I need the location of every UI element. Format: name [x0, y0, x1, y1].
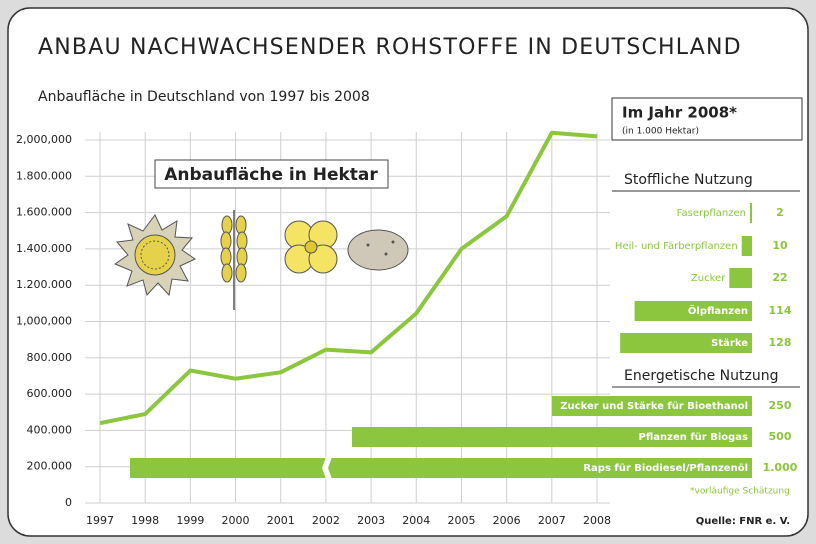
bar-label: Stärke [711, 338, 748, 349]
bar-label: Zucker und Stärke für Bioethanol [560, 401, 748, 412]
value-label: 2 [776, 206, 784, 219]
x-tick-label: 2006 [493, 514, 521, 527]
y-tick-label: 600.000 [27, 387, 73, 400]
value-label: 250 [769, 399, 792, 412]
annotation: Anbaufläche in Hektar [164, 165, 378, 185]
y-tick-label: 1.600.000 [16, 206, 72, 219]
y-tick-label: 400.000 [27, 423, 73, 436]
value-label: 10 [772, 239, 788, 252]
x-tick-label: 2003 [357, 514, 385, 527]
x-tick-label: 2008 [583, 514, 611, 527]
bar-label: Zucker [691, 273, 726, 284]
value-label: 114 [769, 304, 792, 317]
chart-subtitle: Anbaufläche in Deutschland von 1997 bis … [38, 89, 370, 105]
value-label: 22 [772, 271, 787, 284]
x-tick-label: 2007 [538, 514, 566, 527]
bar-label: Ölpflanzen [688, 303, 748, 317]
bar-label: Raps für Biodiesel/Pflanzenöl [583, 463, 748, 474]
chart: ANBAU NACHWACHSENDER ROHSTOFFE IN DEUTSC… [0, 0, 816, 544]
y-tick-label: 2,000,000 [16, 133, 72, 146]
y-tick-label: 1.400.000 [16, 242, 72, 255]
value-label: 500 [769, 430, 792, 443]
group-title: Energetische Nutzung [624, 368, 778, 384]
x-tick-label: 1997 [86, 514, 114, 527]
bar [742, 236, 752, 256]
source: Quelle: FNR e. V. [696, 516, 790, 527]
x-tick-label: 2005 [447, 514, 475, 527]
footnote: *vorläufige Schätzung [690, 487, 790, 497]
bar-label: Pflanzen für Biogas [639, 432, 749, 443]
bar [750, 203, 752, 223]
y-tick-label: 1,000,000 [16, 315, 72, 328]
value-label: 1.000 [763, 461, 798, 474]
bar-label: Faserpflanzen [677, 208, 746, 219]
x-tick-label: 2000 [222, 514, 250, 527]
x-tick-label: 1999 [176, 514, 204, 527]
y-tick-label: 1.800.000 [16, 169, 72, 182]
potato-icon [348, 230, 408, 270]
value-label: 128 [769, 336, 792, 349]
inset-subtitle: (in 1.000 Hektar) [622, 127, 699, 137]
bar-label: Heil- und Färberpflanzen [615, 241, 738, 252]
rapeseed-icon [285, 221, 337, 273]
y-tick-label: 0 [65, 496, 72, 509]
inset-title: Im Jahr 2008* [622, 104, 737, 122]
panel [8, 8, 808, 536]
x-tick-label: 2001 [267, 514, 295, 527]
y-tick-label: 800.000 [27, 351, 73, 364]
bar [729, 268, 752, 288]
y-tick-label: 1.200.000 [16, 278, 72, 291]
x-tick-label: 2004 [402, 514, 430, 527]
x-tick-label: 2002 [312, 514, 340, 527]
y-tick-label: 200.000 [27, 460, 73, 473]
chart-title: ANBAU NACHWACHSENDER ROHSTOFFE IN DEUTSC… [38, 35, 742, 60]
x-tick-label: 1998 [131, 514, 159, 527]
group-title: Stoffliche Nutzung [624, 172, 753, 188]
